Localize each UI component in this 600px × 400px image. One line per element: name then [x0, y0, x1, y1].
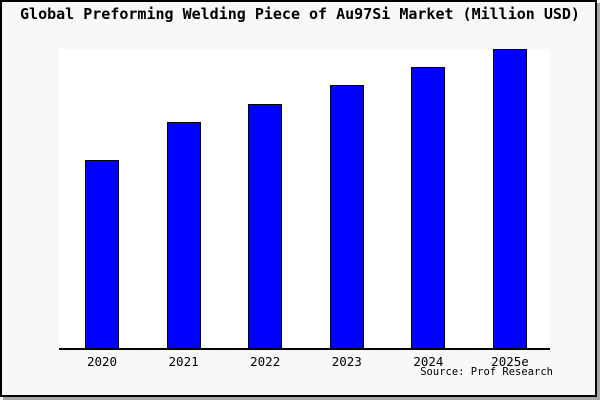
source-credit: Source: Prof Research — [420, 366, 553, 378]
x-tick-2025e: 2025e — [491, 354, 529, 369]
plot-area — [59, 49, 550, 350]
bar-2020 — [85, 160, 119, 348]
x-tick-2024: 2024 — [413, 354, 444, 369]
bar-2025e — [493, 49, 527, 348]
x-tick-2021: 2021 — [168, 354, 199, 369]
bar-2022 — [248, 104, 283, 348]
chart-title: Global Preforming Welding Piece of Au97S… — [20, 5, 580, 23]
x-tick-2023: 2023 — [331, 354, 362, 369]
bar-2021 — [166, 122, 201, 348]
x-tick-2020: 2020 — [86, 354, 118, 369]
bar-2023 — [329, 85, 364, 348]
x-tick-2022: 2022 — [250, 354, 281, 369]
bar-2024 — [411, 67, 446, 348]
